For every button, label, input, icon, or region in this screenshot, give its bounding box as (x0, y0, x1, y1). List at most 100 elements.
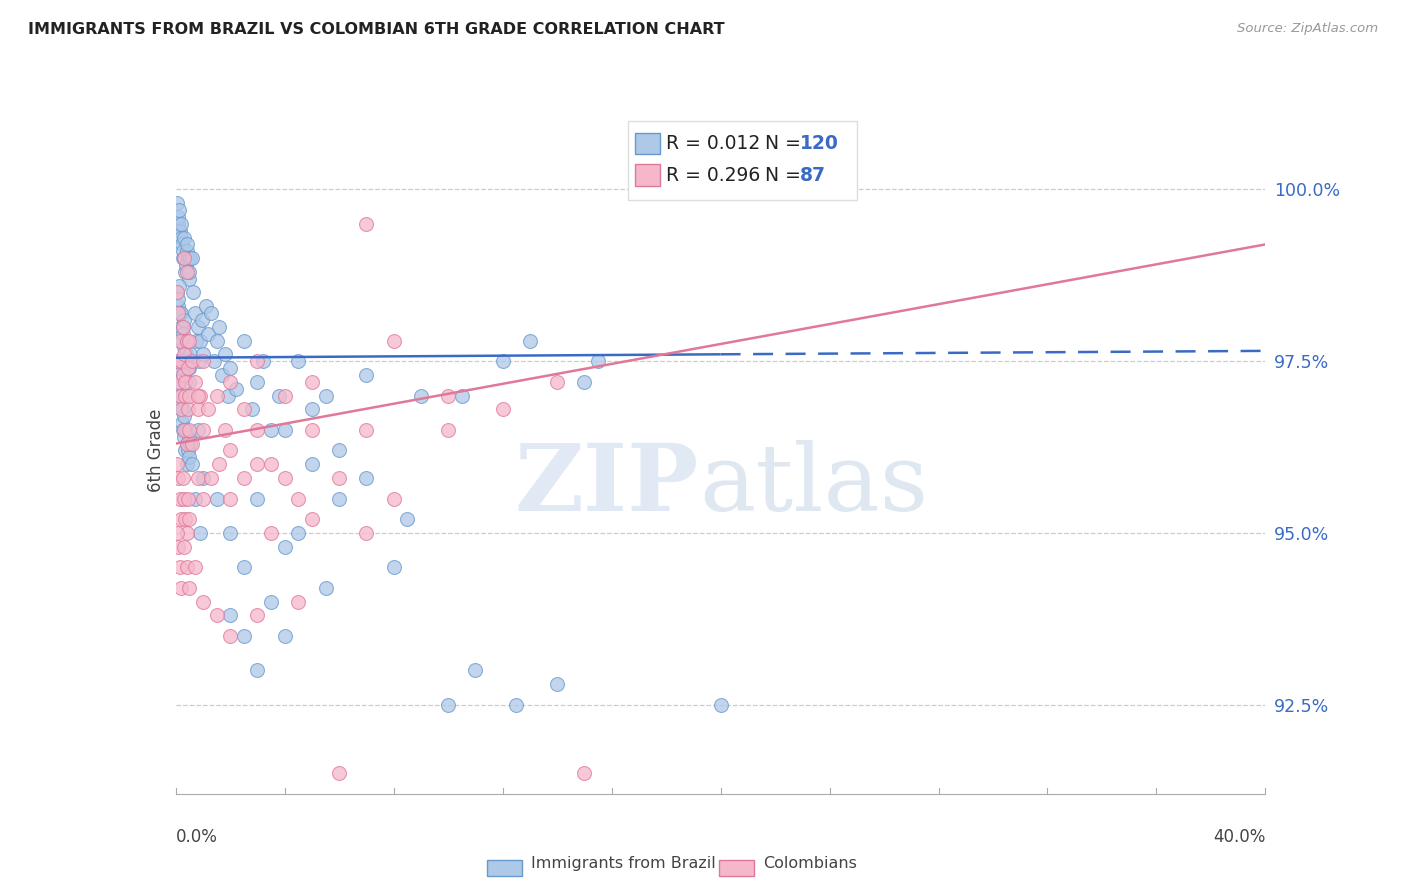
Point (184, 306, 207, 320)
Point (177, 430, 200, 444)
Point (205, 491, 228, 506)
Point (167, 368, 190, 382)
Point (287, 491, 309, 506)
Point (274, 629, 297, 643)
Point (169, 319, 191, 334)
Point (186, 423, 209, 437)
Point (176, 525, 198, 540)
Point (166, 457, 188, 471)
Point (246, 663, 269, 677)
Point (546, 375, 568, 389)
Point (260, 525, 283, 540)
Point (382, 560, 405, 574)
Point (437, 698, 460, 712)
Point (217, 388, 239, 402)
Point (197, 402, 219, 417)
Point (186, 334, 208, 348)
Point (205, 334, 228, 348)
Point (202, 354, 225, 368)
Point (177, 491, 200, 506)
Point (574, 375, 596, 389)
Point (167, 293, 190, 307)
Text: Colombians: Colombians (763, 856, 858, 871)
FancyBboxPatch shape (628, 120, 856, 200)
Text: IMMIGRANTS FROM BRAZIL VS COLOMBIAN 6TH GRADE CORRELATION CHART: IMMIGRANTS FROM BRAZIL VS COLOMBIAN 6TH … (28, 22, 724, 37)
Point (710, 698, 733, 712)
Point (190, 313, 212, 327)
Point (409, 388, 432, 402)
Point (586, 354, 609, 368)
Point (173, 347, 195, 361)
Text: atlas: atlas (699, 440, 928, 530)
Point (170, 306, 193, 320)
Point (301, 457, 323, 471)
Point (169, 491, 191, 506)
Point (219, 525, 242, 540)
Point (174, 265, 197, 279)
Point (450, 388, 472, 402)
Point (232, 471, 254, 485)
Point (260, 457, 283, 471)
Point (187, 354, 209, 368)
Point (287, 594, 309, 608)
Point (172, 423, 194, 437)
Point (396, 512, 419, 526)
Point (315, 388, 337, 402)
Text: N =: N = (765, 166, 807, 185)
Point (177, 361, 200, 376)
Point (174, 388, 197, 402)
Point (301, 512, 323, 526)
Point (184, 375, 207, 389)
Point (169, 224, 191, 238)
Point (194, 299, 217, 313)
Point (169, 230, 191, 244)
Point (173, 430, 195, 444)
Point (328, 491, 350, 506)
Point (172, 319, 194, 334)
Point (246, 423, 269, 437)
Point (174, 512, 197, 526)
Point (166, 525, 188, 540)
Point (179, 347, 201, 361)
Point (191, 354, 214, 368)
Point (170, 402, 193, 417)
Point (170, 237, 193, 252)
Point (169, 560, 191, 574)
Point (166, 196, 188, 211)
Point (167, 210, 190, 224)
Y-axis label: 6th Grade: 6th Grade (146, 409, 165, 492)
Text: 87: 87 (800, 166, 825, 185)
Point (246, 354, 269, 368)
Point (177, 271, 200, 285)
Point (172, 326, 194, 341)
Point (176, 560, 198, 574)
Point (200, 306, 222, 320)
Point (356, 368, 378, 382)
Point (174, 354, 197, 368)
Point (177, 402, 200, 417)
Point (176, 265, 198, 279)
Point (246, 457, 269, 471)
Point (183, 285, 205, 300)
Point (274, 540, 297, 554)
Point (179, 423, 201, 437)
Point (169, 388, 191, 402)
Point (219, 491, 242, 506)
Point (173, 251, 195, 265)
Point (177, 375, 200, 389)
Point (179, 388, 201, 402)
Point (315, 581, 337, 595)
Point (191, 471, 214, 485)
FancyBboxPatch shape (636, 164, 659, 186)
Point (186, 319, 209, 334)
Point (173, 230, 195, 244)
Point (246, 375, 269, 389)
FancyBboxPatch shape (718, 860, 755, 876)
Point (173, 251, 195, 265)
Point (166, 285, 188, 300)
Point (492, 354, 515, 368)
Point (169, 334, 191, 348)
Point (301, 423, 323, 437)
Point (208, 457, 231, 471)
Point (356, 217, 378, 231)
